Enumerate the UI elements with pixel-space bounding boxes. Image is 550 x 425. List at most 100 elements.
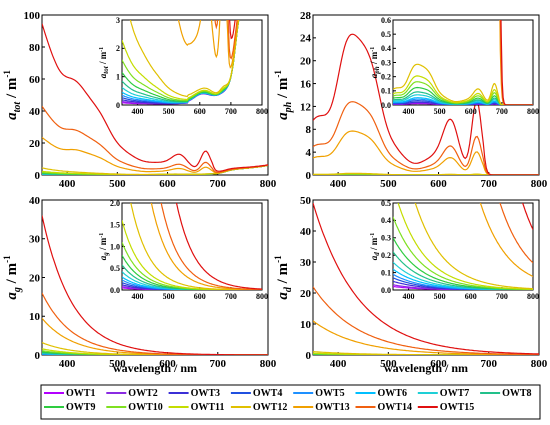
legend-entry-owt7: OWT7 xyxy=(417,388,469,399)
legend-entry-owt14: OWT14 xyxy=(355,402,412,413)
inset-a_tot-xtick-label: 600 xyxy=(194,107,206,116)
inset-a_d-series-owt13 xyxy=(479,203,533,277)
panel-a_g-ytick-label: 0 xyxy=(35,350,41,362)
panel-a_tot-series-owt15 xyxy=(42,23,268,172)
panel-a_g-series-owt13 xyxy=(42,317,268,355)
inset-a_ph-curves xyxy=(393,20,533,105)
panel-a_d-ytick-label: 20 xyxy=(300,288,312,300)
legend-entry-owt15: OWT15 xyxy=(417,402,474,413)
inset-a_g-ytick-label: 0.5 xyxy=(110,264,120,273)
inset-a_g-xtick-label: 400 xyxy=(132,292,144,301)
panel-a_tot-ytick-label: 20 xyxy=(29,138,41,150)
panel-a_d-ytick-label: 0 xyxy=(306,350,312,362)
legend-label: OWT5 xyxy=(315,388,344,399)
inset-a_ph-ytick-label: 0.0 xyxy=(381,101,391,110)
panel-a_g-ylabel: ag / m-1 xyxy=(2,255,23,300)
panel-a_ph-xtick-label: 800 xyxy=(531,178,548,190)
inset-a_ph-xtick-label: 600 xyxy=(465,107,477,116)
panel-a_d-ytick-label: 40 xyxy=(300,226,312,238)
inset-a_ph-series-owt10 xyxy=(393,81,533,105)
inset-a_ph-series-owt12 xyxy=(393,63,533,105)
panel-a_tot-xtick-label: 500 xyxy=(109,178,126,190)
legend-entry-owt5: OWT5 xyxy=(293,388,345,399)
inset-a_d-xtick-label: 500 xyxy=(434,292,446,301)
inset-a_g-background xyxy=(122,203,262,290)
panel-a_d-series-owt14 xyxy=(313,286,539,355)
inset-a_ph-xtick-label: 400 xyxy=(403,107,415,116)
panel-a_tot-series-owt14 xyxy=(42,105,268,174)
panel-a_g-xtick-label: 500 xyxy=(109,358,126,370)
inset-a_g-ytick-label: 0.0 xyxy=(110,286,120,295)
legend-entry-owt4: OWT4 xyxy=(230,388,282,399)
legend-label: OWT3 xyxy=(191,388,220,399)
inset-a_d-ytick-label: 0.4 xyxy=(381,216,391,225)
panel-a_ph-ytick-label: 12 xyxy=(300,101,312,113)
panel-a_ph-curves xyxy=(313,33,539,175)
legend-label: OWT9 xyxy=(66,402,95,413)
panel-a_ph-series-owt13 xyxy=(313,130,539,175)
inset-a_tot-ytick-label: 0 xyxy=(116,101,120,110)
inset-a_tot-xtick-label: 800 xyxy=(256,107,268,116)
legend-entry-owt11: OWT11 xyxy=(168,402,225,413)
panel-a_ph-ytick-label: 20 xyxy=(300,56,312,68)
inset-a_tot-series-owt12 xyxy=(129,20,240,98)
inset-a_ph-xtick-label: 500 xyxy=(434,107,446,116)
inset-a_d-background xyxy=(393,203,533,290)
inset-a_d-xtick-label: 600 xyxy=(465,292,477,301)
panel-a_g-curves xyxy=(42,215,268,355)
panel-a_tot-xtick-label: 700 xyxy=(210,178,227,190)
inset-a_tot-ytick-label: 3 xyxy=(116,16,120,25)
inset-a_d-ytick-label: 0.5 xyxy=(381,199,391,208)
panel-a_tot-ytick-label: 0 xyxy=(35,170,41,182)
panel-a-g: 400 500 600 700 800 0 10 20 30 40 ag / m-1 400 500 60… xyxy=(2,195,277,370)
inset-a_d-series-owt14 xyxy=(499,203,533,264)
legend-entry-owt6: OWT6 xyxy=(355,388,407,399)
legend-label: OWT7 xyxy=(440,388,469,399)
inset-a_d-xtick-label: 400 xyxy=(403,292,415,301)
legend: OWT1 OWT2 OWT3 OWT4 OWT5 OWT6 OWT7 OWT8 OWT9 OWT1… xyxy=(40,384,541,420)
inset-a_tot-ylabel: atot / m-1 xyxy=(98,47,110,78)
inset-a_tot-series-owt10 xyxy=(122,20,240,102)
panel-a_tot-ytick-label: 40 xyxy=(29,106,41,118)
legend-entry-owt3: OWT3 xyxy=(168,388,220,399)
panel-a_tot-series-owt13 xyxy=(42,136,268,174)
panel-a-d: 400 500 600 700 800 0 10 20 30 40 50 ad / m-1 400 500… xyxy=(273,195,548,370)
legend-label: OWT11 xyxy=(191,402,225,413)
inset-a_ph-series-owt11 xyxy=(393,75,533,105)
panel-a_ph-ytick-label: 24 xyxy=(300,33,312,45)
panel-a_tot-xtick-label: 800 xyxy=(260,178,277,190)
inset-a_ph-background xyxy=(393,20,533,105)
inset-a_d-ytick-label: 0.2 xyxy=(381,251,391,260)
legend-label: OWT4 xyxy=(253,388,282,399)
inset-a_d-ylabel: ad / m-1 xyxy=(369,233,381,261)
legend-label: OWT2 xyxy=(128,388,157,399)
legend-label: OWT10 xyxy=(128,402,162,413)
panel-a_g-xtick-label: 800 xyxy=(260,358,277,370)
inset-a_d-series-owt11 xyxy=(397,203,533,290)
inset-a_tot-background xyxy=(122,20,262,105)
inset-a_d-xtick-label: 800 xyxy=(527,292,539,301)
panel-a_ph-series-owt14 xyxy=(313,101,539,175)
inset-a_tot-frame xyxy=(121,19,263,106)
panel-a_g-ytick-label: 20 xyxy=(29,272,41,284)
inset-a_g-xtick-label: 700 xyxy=(225,292,237,301)
panel-a_g-xtick-label: 400 xyxy=(59,358,76,370)
panel-a_g-ytick-label: 10 xyxy=(29,311,41,323)
inset-a_g-curves xyxy=(122,203,262,290)
legend-entry-owt9: OWT9 xyxy=(44,402,95,413)
inset-a_d-ytick-label: 0.0 xyxy=(381,286,391,295)
panel-a_d-ytick-label: 30 xyxy=(300,257,312,269)
panel-a_ph-ytick-label: 28 xyxy=(300,10,312,22)
panel-a_d-ytick-label: 50 xyxy=(300,195,312,207)
panel-a_g-xtick-label: 600 xyxy=(159,358,176,370)
panel-a_d-xtick-label: 500 xyxy=(380,358,397,370)
panel-a_g-series-owt14 xyxy=(42,292,268,355)
panel-a_d-xtick-label: 800 xyxy=(531,358,548,370)
inset-a_g-xtick-label: 500 xyxy=(163,292,175,301)
inset-a_tot-xtick-label: 700 xyxy=(225,107,237,116)
inset-a_ph-ytick-label: 0.5 xyxy=(381,30,391,39)
inset-a_ph-ytick-label: 0.2 xyxy=(381,72,391,81)
inset-a_tot-curves xyxy=(122,20,240,105)
legend-label: OWT12 xyxy=(253,402,287,413)
